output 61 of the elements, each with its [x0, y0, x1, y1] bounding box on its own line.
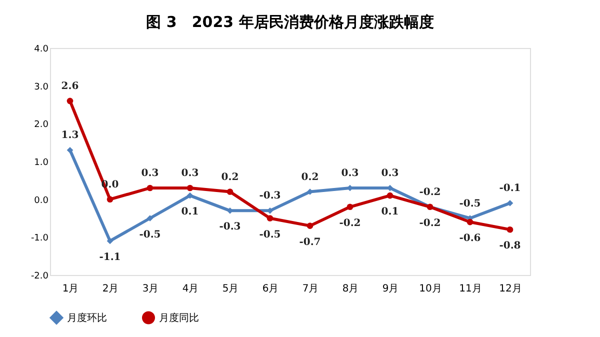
legend-label: 月度环比 — [67, 312, 107, 324]
data-label: -0.2 — [419, 218, 441, 229]
point — [66, 146, 74, 154]
data-label: -0.7 — [299, 236, 321, 248]
y-tick-label: 3.0 — [34, 82, 49, 92]
point — [226, 188, 234, 195]
y-tick-label: 0.0 — [34, 196, 49, 206]
x-tick-label: 4月 — [182, 284, 199, 294]
point — [146, 184, 154, 192]
x-tick-label: 7月 — [302, 284, 319, 294]
data-label: 0.3 — [341, 168, 359, 179]
data-label: 0.3 — [381, 168, 399, 179]
point — [106, 238, 114, 244]
x-tick-label: 11月 — [459, 284, 482, 294]
data-label: -0.2 — [419, 186, 441, 198]
y-tick-label: 2.0 — [34, 120, 49, 130]
point — [346, 204, 354, 210]
data-label: -0.5 — [139, 229, 161, 240]
point — [306, 222, 314, 229]
y-tick-label: 4.0 — [34, 44, 49, 54]
point — [266, 215, 274, 222]
data-label: 0.1 — [381, 206, 399, 218]
y-tick-label: 1.0 — [34, 158, 49, 168]
point — [466, 218, 474, 226]
point — [386, 192, 394, 199]
data-label: -0.5 — [259, 229, 281, 240]
point — [186, 192, 194, 199]
data-label: -0.6 — [459, 233, 481, 244]
x-tick-label: 9月 — [382, 284, 399, 294]
x-tick-label: 10月 — [419, 284, 442, 294]
data-label: 0.3 — [141, 168, 159, 179]
point — [506, 226, 514, 233]
point — [106, 196, 114, 202]
data-label: 2.6 — [61, 80, 79, 92]
x-tick-label: 5月 — [222, 284, 239, 294]
data-label: 0.2 — [221, 172, 239, 183]
x-tick-label: 12月 — [499, 284, 522, 294]
x-tick-label: 2月 — [102, 284, 119, 294]
data-label: 1.3 — [61, 130, 79, 142]
data-label: -0.3 — [259, 190, 281, 202]
data-label: 0.3 — [181, 168, 199, 179]
data-label: 0.2 — [301, 172, 319, 183]
x-tick-label: 1月 — [62, 284, 79, 294]
x-tick-label: 6月 — [262, 284, 279, 294]
legend-label: 月度同比 — [159, 312, 199, 324]
data-label: -0.5 — [459, 198, 481, 210]
data-label: -0.3 — [219, 222, 241, 233]
data-label: -0.8 — [499, 240, 521, 252]
data-label: -0.1 — [499, 183, 521, 194]
x-tick-label: 3月 — [142, 284, 159, 294]
point — [186, 184, 194, 192]
data-label: -0.2 — [339, 218, 361, 229]
data-label: -1.1 — [99, 252, 121, 263]
point — [506, 200, 514, 206]
chart-title: 图 3 2023 年居民消费价格月度涨跌幅度 — [146, 13, 434, 31]
point — [146, 215, 154, 222]
point — [66, 98, 74, 104]
data-label: 0.1 — [181, 206, 199, 218]
x-tick-label: 8月 — [342, 284, 359, 294]
y-tick-label: -2.0 — [30, 272, 49, 282]
y-tick-label: -1.0 — [30, 234, 49, 244]
